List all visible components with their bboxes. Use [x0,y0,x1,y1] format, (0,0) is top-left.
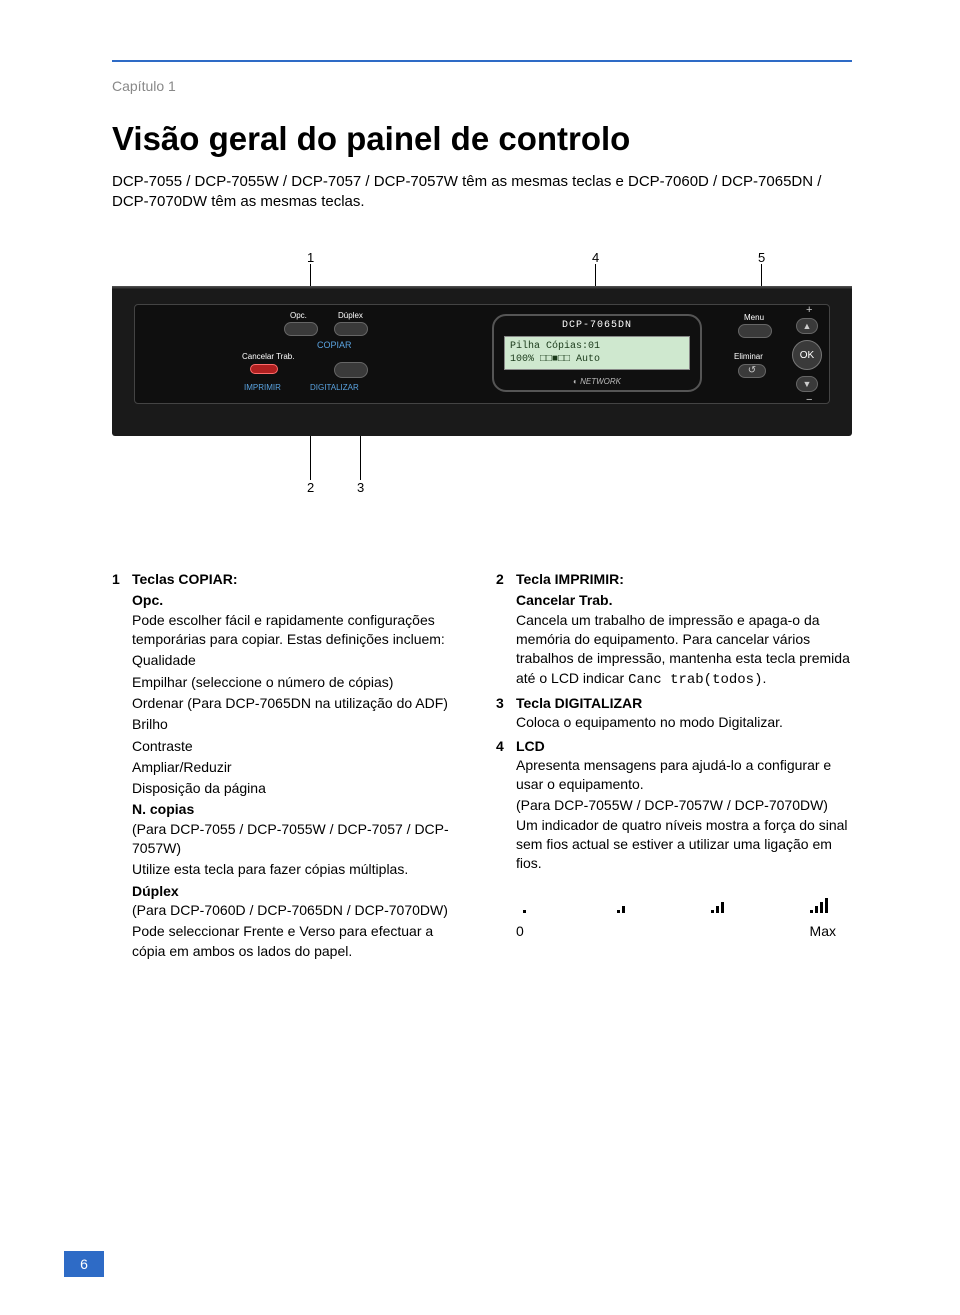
ncopias-heading: N. copias [132,800,468,819]
label-opc: Opc. [290,311,307,320]
opt-ampliar: Ampliar/Reduzir [132,758,468,777]
ncopias-desc1: (Para DCP-7055 / DCP-7055W / DCP-7057 / … [132,820,468,859]
item2-title: Tecla IMPRIMIR: [516,571,624,587]
callout-3-line [360,436,361,480]
signal-label-max: Max [810,922,836,941]
top-rule [112,60,852,62]
menu-button[interactable] [738,324,772,338]
cancel-heading: Cancelar Trab. [516,591,852,610]
left-column: 1Teclas COPIAR: Opc. Pode escolher fácil… [112,570,468,963]
item4-num: 4 [496,737,516,756]
callout-1: 1 [307,250,314,265]
body-columns: 1Teclas COPIAR: Opc. Pode escolher fácil… [112,570,852,963]
opc-button[interactable] [284,322,318,336]
item1-title: Teclas COPIAR: [132,571,238,587]
cancel-code: Canc trab(todos) [628,672,762,688]
page-title: Visão geral do painel de controlo [112,120,630,158]
plus-sign: + [806,304,812,316]
duplex-button[interactable] [334,322,368,336]
page-number: 6 [64,1251,104,1277]
item3-num: 3 [496,694,516,713]
label-duplex: Dúplex [338,311,363,320]
cancel-desc: Cancela um trabalho de impressão e apaga… [516,611,852,690]
panel-plate [134,304,830,404]
cancel-led[interactable] [250,364,278,374]
opt-disposicao: Disposição da página [132,779,468,798]
cancel-dot: . [762,670,766,686]
item4-desc2: (Para DCP-7055W / DCP-7057W / DCP-7070DW… [516,796,852,873]
panel-body: Opc. Dúplex COPIAR Cancelar Trab. IMPRIM… [112,286,852,436]
down-arrow-button[interactable]: ▼ [796,376,818,392]
ncopias-desc2: Utilize esta tecla para fazer cópias múl… [132,860,468,879]
callout-5: 5 [758,250,765,265]
back-button[interactable]: ↺ [738,364,766,378]
opc-heading: Opc. [132,591,468,610]
label-imprimir: IMPRIMIR [244,383,281,392]
callout-4: 4 [592,250,599,265]
signal-strength-row [516,894,836,914]
duplex-desc2: Pode seleccionar Frente e Verso para efe… [132,922,468,961]
callout-3: 3 [357,480,364,495]
opc-desc: Pode escolher fácil e rapidamente config… [132,611,468,650]
signal-label-0: 0 [516,922,524,941]
label-eliminar: Eliminar [734,352,763,361]
panel-bevel [112,286,852,289]
label-digitalizar: DIGITALIZAR [310,383,359,392]
opt-contraste: Contraste [132,737,468,756]
intro-text: DCP-7055 / DCP-7055W / DCP-7057 / DCP-70… [112,172,852,213]
up-arrow-button[interactable]: ▲ [796,318,818,334]
item3-title: Tecla DIGITALIZAR [516,695,642,711]
opt-ordenar: Ordenar (Para DCP-7065DN na utilização d… [132,694,468,713]
item4-desc1: Apresenta mensagens para ajudá-lo a conf… [516,756,852,795]
lcd-frame: DCP-7065DN Pilha Cópias:01 100% □□■□□ Au… [492,314,702,392]
duplex-heading: Dúplex [132,882,468,901]
signal-labels: 0 Max [516,922,836,941]
callout-2-line [310,436,311,480]
signal-icon-0 [516,894,536,914]
scan-button[interactable] [334,362,368,378]
opt-empilhar: Empilhar (seleccione o número de cópias) [132,673,468,692]
minus-sign: − [806,394,812,406]
label-menu: Menu [744,313,764,322]
label-cancelar: Cancelar Trab. [242,352,294,361]
panel-diagram: 1 4 5 Opc. Dúplex COPIAR Cancelar Trab. … [112,250,852,510]
network-text: NETWORK [580,377,621,386]
callout-2: 2 [307,480,314,495]
duplex-desc1: (Para DCP-7060D / DCP-7065DN / DCP-7070D… [132,901,468,920]
lcd-screen: Pilha Cópias:01 100% □□■□□ Auto [504,336,690,370]
item2-num: 2 [496,570,516,589]
signal-icon-3 [808,894,836,914]
chapter-label: Capítulo 1 [112,78,176,94]
item4-title: LCD [516,738,545,754]
lcd-line2: 100% □□■□□ Auto [510,353,684,366]
opt-qualidade: Qualidade [132,651,468,670]
signal-icon-2 [708,894,732,914]
ok-button[interactable]: OK [792,340,822,370]
signal-icon-1 [612,894,632,914]
opt-brilho: Brilho [132,715,468,734]
lcd-line1: Pilha Cópias:01 [510,340,684,353]
item1-num: 1 [112,570,132,589]
right-column: 2Tecla IMPRIMIR: Cancelar Trab. Cancela … [496,570,852,963]
label-copiar: COPIAR [317,340,352,350]
lcd-network: ◐ NETWORK [494,377,700,386]
item3-desc: Coloca o equipamento no modo Digitalizar… [516,713,852,732]
lcd-model: DCP-7065DN [494,320,700,331]
